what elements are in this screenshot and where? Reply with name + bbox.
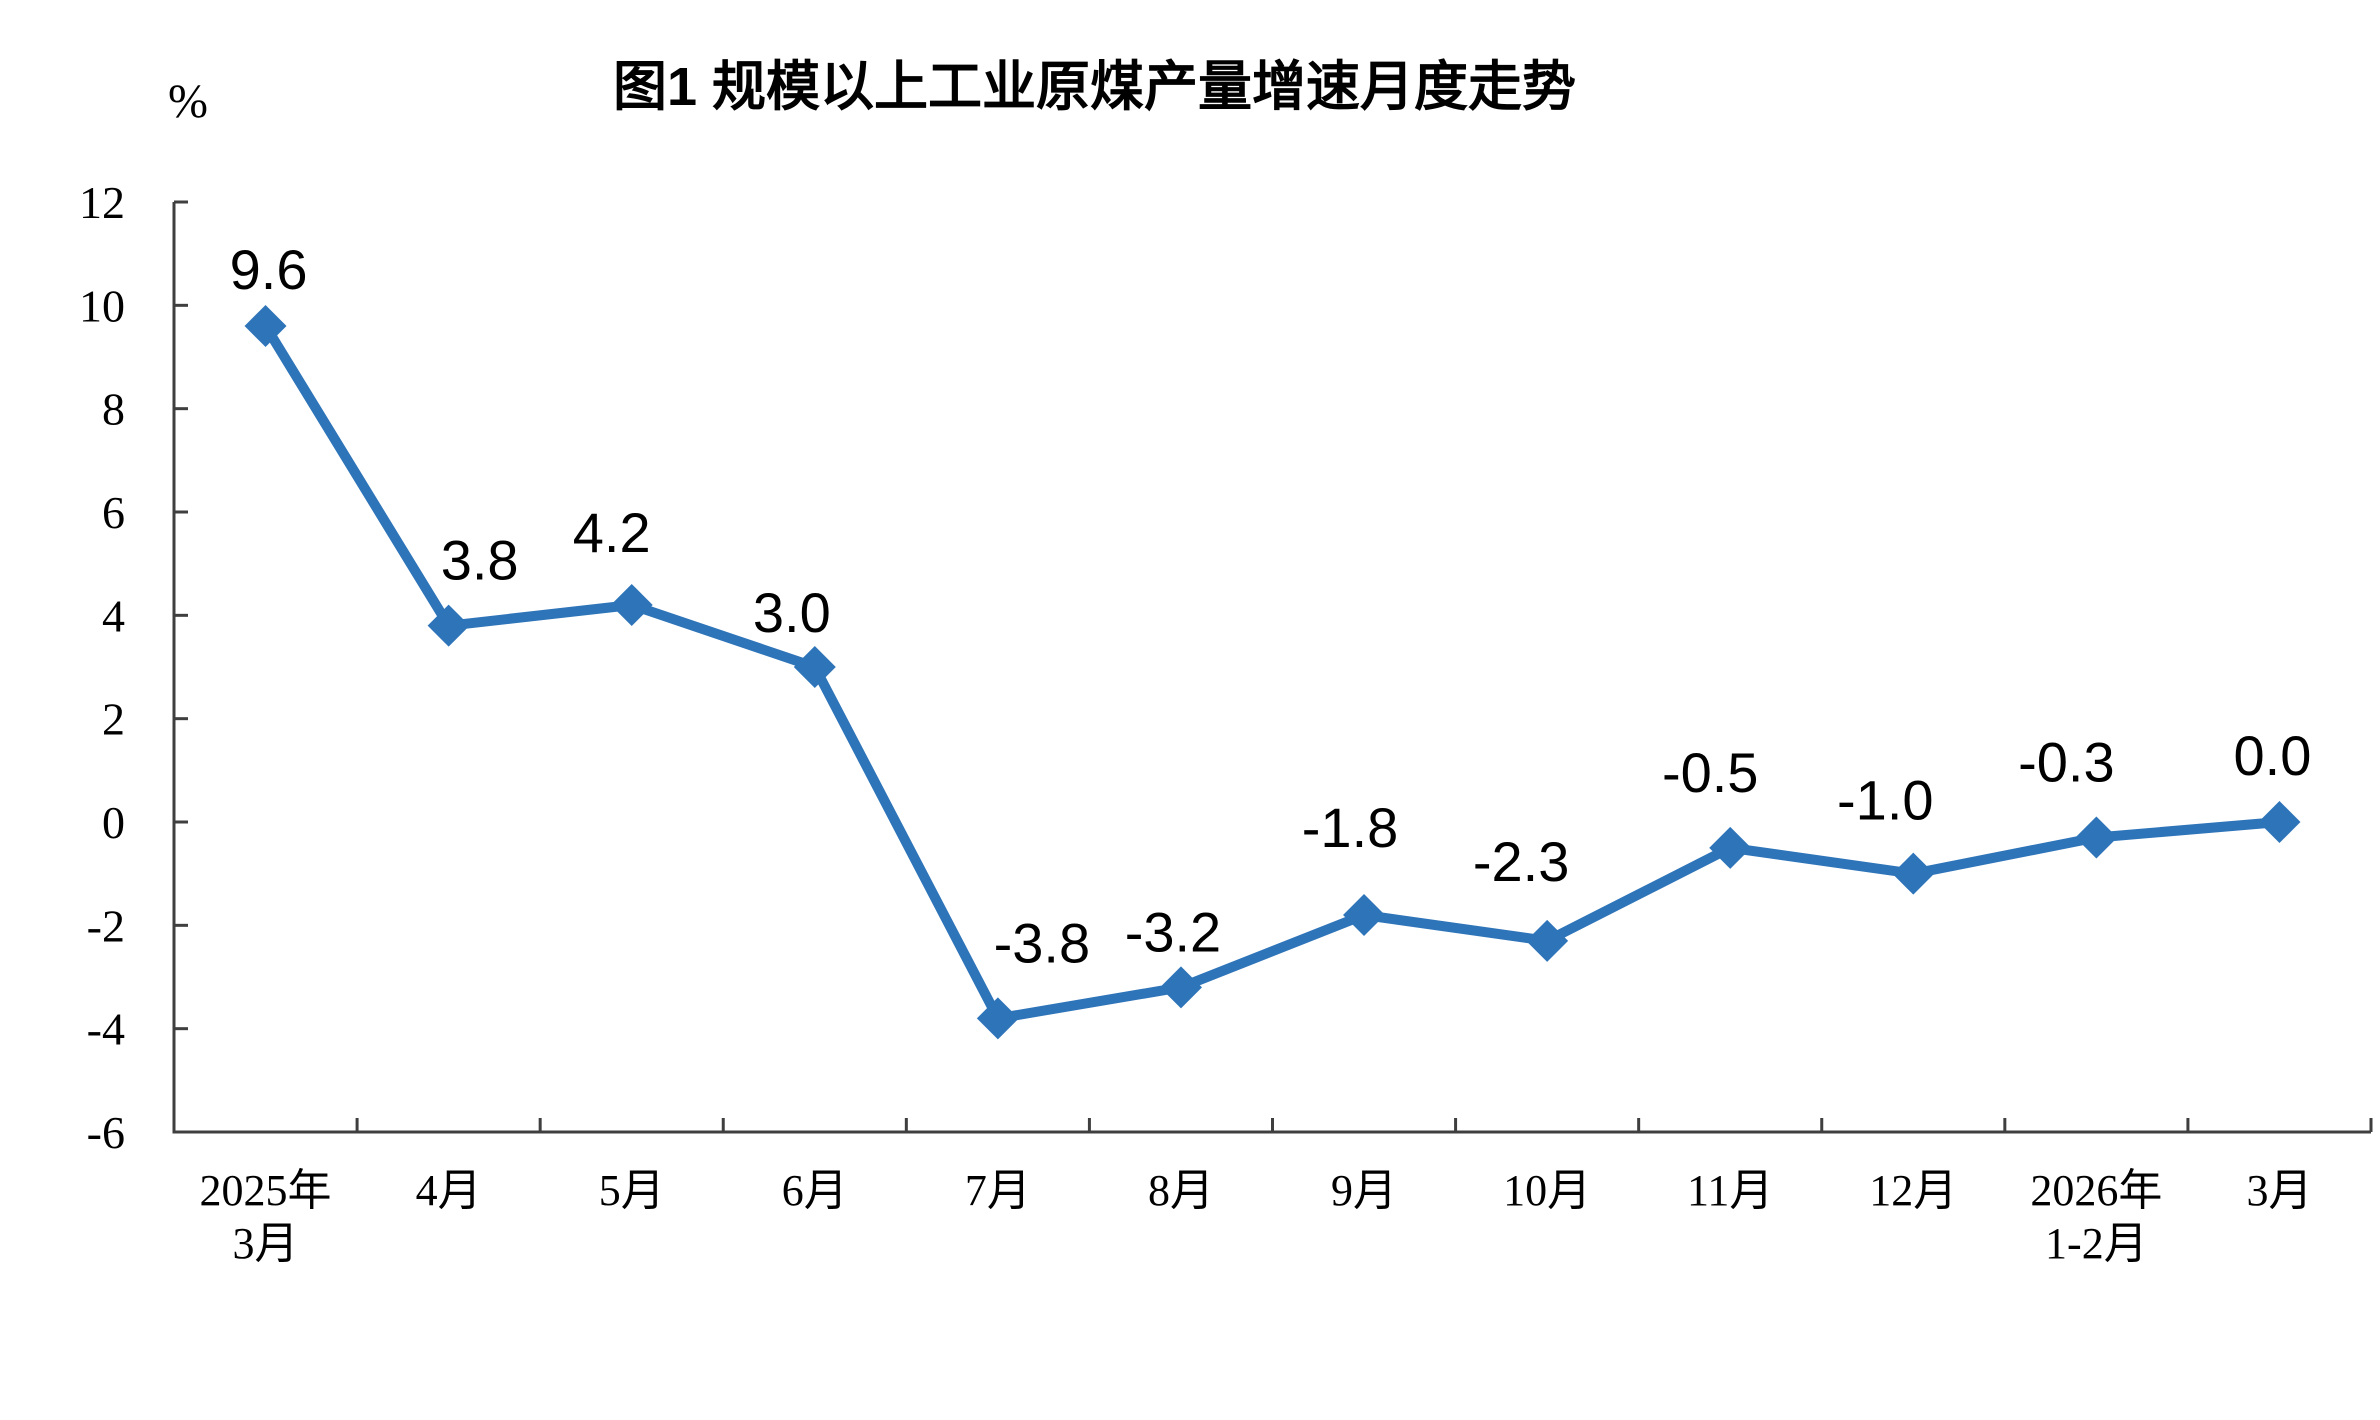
- x-axis-category-label: 2026年: [2030, 1166, 2162, 1215]
- y-axis-tick-label: 8: [102, 384, 125, 435]
- data-point-marker: [793, 646, 836, 688]
- y-axis-tick-label: -4: [87, 1004, 125, 1055]
- chart-title: 图1 规模以上工业原煤产量增速月度走势: [613, 57, 1577, 117]
- data-point-label: 3.8: [441, 529, 519, 592]
- data-point-marker: [427, 604, 470, 647]
- y-axis-unit-label: %: [168, 75, 208, 128]
- x-axis-category-label: 5月: [599, 1166, 665, 1215]
- data-point-marker: [1159, 966, 1202, 1009]
- y-axis-tick-label: -2: [87, 900, 125, 951]
- data-point-label: -2.3: [1473, 830, 1570, 893]
- y-axis-tick-label: 4: [102, 590, 125, 641]
- x-axis-category-label: 9月: [1331, 1166, 1397, 1215]
- x-axis-category-label: 8月: [1148, 1166, 1214, 1215]
- data-point-marker: [2258, 801, 2301, 843]
- data-point-marker: [976, 997, 1019, 1040]
- data-point-label: 3.0: [753, 581, 831, 644]
- x-axis-category-label: 10月: [1503, 1166, 1591, 1215]
- data-point-marker: [244, 305, 287, 347]
- y-axis-tick-label: -6: [87, 1107, 125, 1158]
- y-axis-tick-label: 0: [102, 797, 125, 848]
- x-axis-category-label: 3月: [233, 1219, 299, 1268]
- data-point-marker: [1343, 894, 1386, 936]
- axis-lines: [172, 202, 2371, 1134]
- data-point-label: -3.2: [1125, 900, 1222, 963]
- x-axis-category-label: 6月: [782, 1166, 848, 1215]
- x-axis-category-label: 12月: [1869, 1166, 1957, 1215]
- x-axis-category-label: 2025年: [200, 1166, 332, 1215]
- data-point-marker: [610, 584, 653, 626]
- data-point-marker: [1892, 852, 1935, 895]
- data-point-marker: [1709, 826, 1752, 869]
- data-point-label: -3.8: [994, 911, 1091, 974]
- x-axis-category-label: 11月: [1687, 1166, 1773, 1215]
- y-axis-tick-label: 6: [102, 487, 125, 538]
- y-axis-tick-label: 10: [79, 280, 125, 331]
- x-axis-category-label: 4月: [416, 1166, 482, 1215]
- data-point-label: -1.8: [1302, 796, 1399, 859]
- x-axis-category-label: 3月: [2246, 1166, 2312, 1215]
- data-point-marker: [2075, 816, 2118, 859]
- data-point-label: -1.0: [1837, 769, 1934, 832]
- y-axis-tick-label: 12: [79, 177, 125, 228]
- data-point-label: -0.3: [2018, 731, 2115, 794]
- x-axis-category-label: 1-2月: [2045, 1219, 2148, 1268]
- data-point-label: 4.2: [573, 501, 651, 564]
- x-axis-category-label: 7月: [965, 1166, 1031, 1215]
- data-point-label: 0.0: [2234, 724, 2312, 787]
- data-point-marker: [1526, 919, 1569, 962]
- data-point-label: -0.5: [1662, 741, 1759, 804]
- data-point-label: 9.6: [230, 238, 308, 301]
- series-line: [260, 321, 2285, 1024]
- y-axis-tick-label: 2: [102, 694, 125, 745]
